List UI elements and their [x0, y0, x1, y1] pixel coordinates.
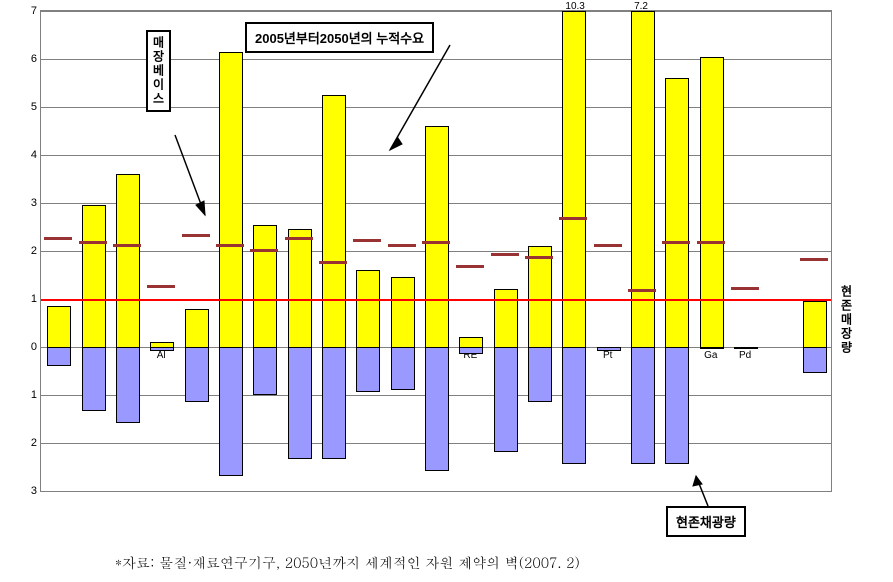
y-tick-upper: 7: [31, 5, 41, 17]
y-tick-lower: 3: [31, 485, 41, 497]
reserve-base-mark: [594, 244, 622, 247]
reserve-base-mark: [147, 285, 175, 288]
reserve-base-mark: [113, 244, 141, 247]
demand-bar: [356, 270, 380, 349]
reserve-base-mark: [216, 244, 244, 247]
demand-bar: [82, 205, 106, 349]
demand-bar: [322, 95, 346, 349]
y-tick-upper: 0: [31, 341, 41, 353]
y-tick-upper: 6: [31, 53, 41, 65]
y-tick-upper: 4: [31, 149, 41, 161]
y-tick-lower: 2: [31, 437, 41, 449]
arrow-reserve-base: [170, 55, 290, 225]
category-label: Pd: [739, 350, 751, 361]
mining-bar: [82, 347, 106, 411]
reserve-base-mark: [731, 287, 759, 290]
reserve-base-mark: [662, 241, 690, 244]
mining-bar: [391, 347, 415, 390]
mining-bar: [322, 347, 346, 459]
reserve-base-mark: [800, 258, 828, 261]
mining-bar: [459, 347, 483, 354]
reserve-base-mark: [697, 241, 725, 244]
category-label: Pt: [603, 350, 612, 361]
reserve-red-line: [41, 299, 831, 301]
mining-bar: [528, 347, 552, 402]
title-legend-box: 2005년부터2050년의 누적수요: [245, 22, 434, 53]
reserve-base-legend-box: 매장베이스: [146, 30, 171, 112]
mining-bar: [631, 347, 655, 464]
grid-line: [41, 11, 831, 12]
demand-bar: [700, 57, 724, 349]
demand-bar: [116, 174, 140, 349]
caption-text: *자료: 물질·재료연구기구, 2050년까지 세계적인 자원 제약의 벽(20…: [115, 552, 580, 572]
mining-bar: [150, 347, 174, 351]
y-tick-lower: 1: [31, 389, 41, 401]
overflow-value-label: 7.2: [634, 1, 648, 12]
reserve-base-mark: [79, 241, 107, 244]
mining-bar: [288, 347, 312, 459]
reserve-base-mark: [353, 239, 381, 242]
mining-bar: [253, 347, 277, 395]
demand-bar: [391, 277, 415, 349]
reserve-base-mark: [250, 249, 278, 252]
reserve-base-mark: [422, 241, 450, 244]
demand-bar: [253, 225, 277, 349]
category-label: Ga: [704, 350, 717, 361]
category-label: Al: [157, 350, 166, 361]
caption: *자료: 물질·재료연구기구, 2050년까지 세계적인 자원 제약의 벽(20…: [115, 552, 580, 572]
mining-bar: [597, 347, 621, 351]
mining-bar: [219, 347, 243, 476]
y-tick-upper: 1: [31, 293, 41, 305]
mining-bar: [494, 347, 518, 452]
arrow-mining: [688, 470, 728, 510]
overflow-value-label: 10.3: [565, 1, 584, 12]
reserve-base-mark: [456, 265, 484, 268]
mining-bar: [356, 347, 380, 392]
mining-bar: [700, 347, 724, 349]
demand-bar: [47, 306, 71, 349]
reserve-base-mark: [491, 253, 519, 256]
reserve-base-legend-text: 매장베이스: [151, 36, 165, 106]
demand-bar: [803, 301, 827, 349]
mining-bar: [185, 347, 209, 402]
reserve-base-mark: [319, 261, 347, 264]
arrow-demand: [380, 40, 480, 160]
y-tick-upper: 5: [31, 101, 41, 113]
existing-mining-legend-box: 현존채광량: [666, 506, 746, 537]
reserve-base-mark: [182, 234, 210, 237]
mining-bar: [665, 347, 689, 464]
y-tick-upper: 3: [31, 197, 41, 209]
chart-wrapper: 01234567123FeMnZnAlCrPbCuNiSnMoWSbRECoLi…: [0, 0, 893, 582]
existing-mining-text: 현존채광량: [676, 515, 736, 530]
existing-reserve-text: 현존매장량: [839, 285, 853, 355]
existing-reserve-side-label: 현존매장량: [838, 285, 855, 355]
mining-bar: [425, 347, 449, 471]
demand-bar: [528, 246, 552, 349]
title-legend-text: 2005년부터2050년의 누적수요: [255, 31, 424, 46]
demand-bar: [288, 229, 312, 349]
mining-bar: [116, 347, 140, 423]
mining-bar: [47, 347, 71, 366]
reserve-base-mark: [388, 244, 416, 247]
demand-bar: [665, 78, 689, 349]
demand-bar: [185, 309, 209, 349]
mining-bar: [803, 347, 827, 373]
mining-bar: [562, 347, 586, 464]
reserve-base-mark: [628, 289, 656, 292]
mining-bar: [734, 347, 758, 349]
reserve-base-mark: [285, 237, 313, 240]
y-tick-upper: 2: [31, 245, 41, 257]
reserve-base-mark: [559, 217, 587, 220]
reserve-base-mark: [525, 256, 553, 259]
reserve-base-mark: [44, 237, 72, 240]
